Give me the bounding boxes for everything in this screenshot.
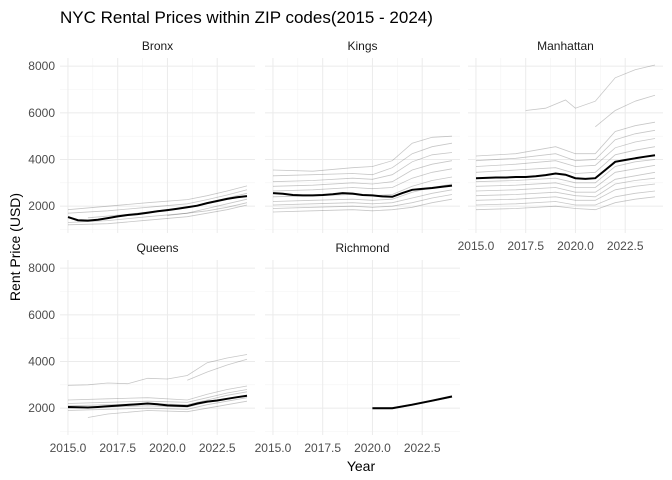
zip-line-queens <box>187 358 248 381</box>
strip-label-bronx: Bronx <box>142 39 173 53</box>
zip-line-manhattan <box>595 94 656 128</box>
x-tick-label: 2015.0 <box>255 441 292 455</box>
zip-line-bronx <box>67 198 248 223</box>
y-axis-title: Rent Price (USD) <box>7 193 23 301</box>
zip-line-queens <box>67 389 248 404</box>
zip-line-manhattan <box>525 64 656 111</box>
y-tick-label: 8000 <box>28 59 55 73</box>
zip-line-queens <box>67 385 248 401</box>
strip-label-manhattan: Manhattan <box>537 39 594 53</box>
y-tick-label: 2000 <box>28 199 55 213</box>
x-tick-label: 2020.0 <box>149 441 186 455</box>
panel-bronx: Bronx 2000 4000 6000 8000 <box>28 39 255 233</box>
panel-queens: Queens 2000 4000 6000 8000 2015.0 2017.5 2020.0… <box>28 241 255 455</box>
zip-line-kings <box>272 152 453 183</box>
zip-line-manhattan <box>475 159 656 184</box>
panel-kings: Kings <box>265 39 460 233</box>
zip-line-kings <box>272 198 453 213</box>
y-tick-label: 2000 <box>28 401 55 415</box>
y-tick-label: 8000 <box>28 261 55 275</box>
zip-line-bronx <box>67 189 248 214</box>
zip-line-bronx <box>67 204 248 226</box>
strip-label-queens: Queens <box>136 241 178 255</box>
chart-title: NYC Rental Prices within ZIP codes(2015 … <box>60 8 433 27</box>
mean-line-bronx <box>67 195 248 222</box>
zip-line-manhattan <box>475 177 656 198</box>
facet-panels: Bronx 2000 4000 6000 8000 Kings Manhattan 2015.… <box>28 39 663 455</box>
x-tick-label: 2022.5 <box>607 239 644 253</box>
x-tick-label: 2022.5 <box>404 441 441 455</box>
zip-line-manhattan <box>475 121 656 157</box>
x-tick-label: 2017.5 <box>507 239 544 253</box>
zip-line-queens <box>67 397 248 411</box>
x-tick-label: 2020.0 <box>557 239 594 253</box>
zip-line-bronx <box>67 185 248 211</box>
zip-line-kings <box>272 176 453 198</box>
zip-line-manhattan <box>475 164 656 188</box>
x-tick-label: 2015.0 <box>50 441 87 455</box>
x-tick-label: 2022.5 <box>199 441 236 455</box>
x-tick-label: 2017.5 <box>99 441 136 455</box>
zip-line-queens <box>67 354 248 386</box>
zip-line-kings <box>272 142 453 177</box>
zip-line-queens <box>87 400 248 418</box>
mean-line-queens <box>67 394 248 409</box>
zip-line-kings <box>272 135 453 172</box>
zip-line-manhattan <box>475 129 656 162</box>
zip-line-manhattan <box>475 171 656 193</box>
zip-line-kings <box>272 189 453 206</box>
zip-line-bronx <box>167 202 248 216</box>
mean-line-kings <box>272 184 453 198</box>
x-tick-label: 2020.0 <box>354 441 391 455</box>
strip-label-kings: Kings <box>347 39 377 53</box>
zip-line-manhattan <box>475 146 656 174</box>
y-tick-label: 6000 <box>28 308 55 322</box>
zip-line-kings <box>272 194 453 209</box>
x-tick-label: 2017.5 <box>304 441 341 455</box>
y-tick-label: 4000 <box>28 355 55 369</box>
zip-line-kings <box>272 168 453 192</box>
x-axis-title: Year <box>347 458 376 474</box>
x-tick-label: 2015.0 <box>458 239 495 253</box>
zip-line-kings <box>272 160 453 187</box>
strip-label-richmond: Richmond <box>335 241 389 255</box>
mean-line-richmond <box>372 395 453 410</box>
panel-manhattan: Manhattan 2015.0 2017.5 2020.0 2022.5 <box>458 39 663 253</box>
zip-line-kings <box>272 183 453 202</box>
zip-line-manhattan <box>475 190 656 206</box>
zip-line-manhattan <box>475 138 656 167</box>
zip-line-manhattan <box>475 196 656 211</box>
panel-richmond: Richmond 2015.0 2017.5 2020.0 2022.5 <box>255 241 460 455</box>
y-tick-label: 4000 <box>28 153 55 167</box>
zip-line-queens <box>67 391 248 407</box>
mean-line-manhattan <box>475 154 656 180</box>
zip-line-manhattan <box>475 183 656 201</box>
y-tick-label: 6000 <box>28 106 55 120</box>
